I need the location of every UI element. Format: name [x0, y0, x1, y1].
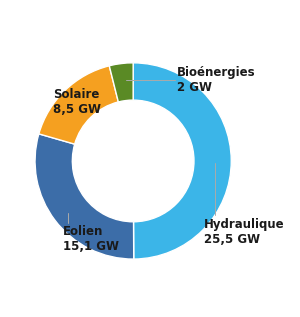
- Text: Bioénergies
2 GW: Bioénergies 2 GW: [126, 67, 256, 94]
- Text: Solaire
8,5 GW: Solaire 8,5 GW: [53, 88, 101, 116]
- Wedge shape: [109, 63, 133, 102]
- Text: Eolien
15,1 GW: Eolien 15,1 GW: [62, 213, 118, 254]
- Wedge shape: [35, 134, 134, 259]
- Wedge shape: [39, 66, 118, 144]
- Text: Hydraulique
25,5 GW: Hydraulique 25,5 GW: [204, 164, 284, 246]
- Wedge shape: [133, 63, 231, 259]
